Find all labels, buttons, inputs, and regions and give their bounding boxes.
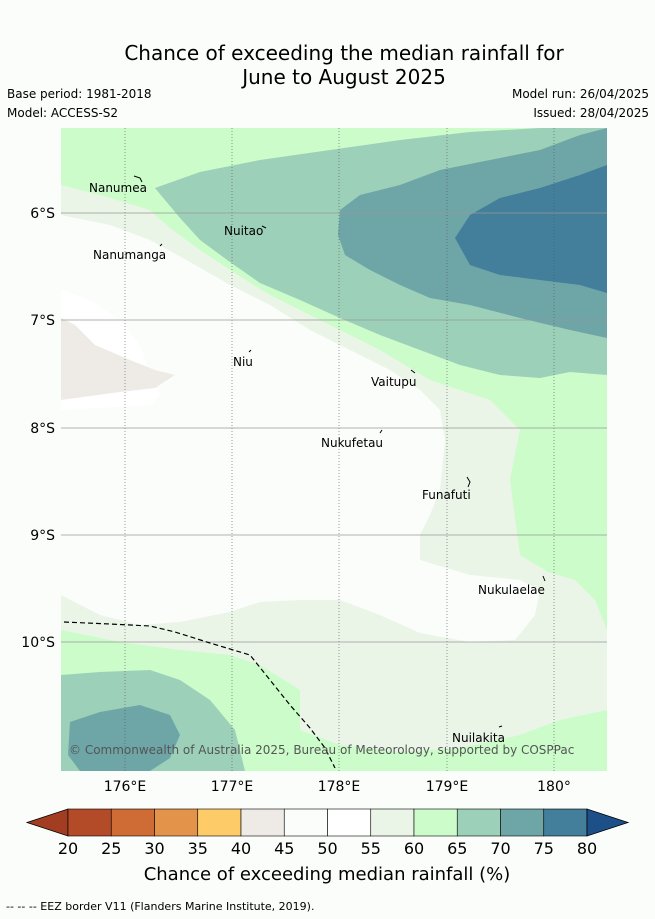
colorbar-over-arrow bbox=[586, 808, 630, 837]
place-label: Niu bbox=[233, 355, 253, 369]
place-label: Nuitao bbox=[224, 224, 263, 238]
model-text: Model: ACCESS-S2 bbox=[7, 106, 119, 120]
colorbar-title: Chance of exceeding median rainfall (%) bbox=[144, 864, 511, 885]
model-run-text: Model run: 26/04/2025 bbox=[511, 87, 649, 101]
place-label: Vaitupu bbox=[371, 375, 417, 389]
contour-40-45 bbox=[61, 318, 175, 400]
base-period-text: Base period: 1981-2018 bbox=[7, 87, 152, 101]
colorbar: 20 25 30 35 40 45 50 55 60 65 70 75 80 bbox=[25, 808, 630, 858]
latitude-tick: 6°S bbox=[30, 206, 55, 222]
place-label: Funafuti bbox=[422, 488, 471, 502]
colorbar-swatch bbox=[67, 808, 112, 837]
eez-border bbox=[63, 621, 336, 769]
longitude-tick: 177°E bbox=[211, 779, 254, 795]
place-label: Nukulaelae bbox=[478, 583, 545, 597]
colorbar-under-arrow bbox=[25, 808, 69, 837]
colorbar-swatch bbox=[500, 808, 545, 837]
colorbar-tick-label: 35 bbox=[188, 839, 208, 858]
longitude-tick: 176°E bbox=[104, 779, 147, 795]
colorbar-swatch bbox=[543, 808, 588, 837]
eez-legend: -- -- -- EEZ border V11 (Flanders Marine… bbox=[6, 900, 315, 913]
longitude-tick: 180° bbox=[537, 779, 571, 795]
colorbar-swatch bbox=[154, 808, 199, 837]
colorbar-tick-label: 60 bbox=[404, 839, 424, 858]
graticule bbox=[124, 128, 555, 771]
contour-75-80 bbox=[455, 165, 607, 293]
latitude-tick: 9°S bbox=[30, 528, 55, 544]
colorbar-swatch bbox=[110, 808, 155, 837]
colorbar-tick-label: 30 bbox=[144, 839, 164, 858]
place-label: Nanumea bbox=[89, 181, 147, 195]
longitude-tick: 178°E bbox=[318, 779, 361, 795]
colorbar-swatch bbox=[283, 808, 328, 837]
issued-text: Issued: 28/04/2025 bbox=[533, 106, 649, 120]
colorbar-tick-label: 20 bbox=[58, 839, 78, 858]
colorbar-tick-label: 45 bbox=[274, 839, 294, 858]
latitude-tick: 8°S bbox=[30, 421, 55, 437]
colorbar-swatch bbox=[197, 808, 242, 837]
colorbar-swatch bbox=[370, 808, 415, 837]
longitude-tick: 179°E bbox=[426, 779, 469, 795]
copyright-text: © Commonwealth of Australia 2025, Bureau… bbox=[69, 743, 574, 757]
colorbar-swatch bbox=[327, 808, 372, 837]
colorbar-tick-label: 40 bbox=[231, 839, 251, 858]
colorbar-swatch bbox=[413, 808, 458, 837]
map-title-line-1: Chance of exceeding the median rainfall … bbox=[124, 41, 564, 65]
map-title-line-2: June to August 2025 bbox=[242, 65, 446, 89]
latitude-lines bbox=[61, 212, 607, 643]
islands bbox=[133, 175, 546, 728]
probability-contours bbox=[61, 128, 607, 771]
colorbar-tick-label: 55 bbox=[361, 839, 381, 858]
place-label: Nukufetau bbox=[321, 436, 383, 450]
place-label: Nanumanga bbox=[93, 248, 166, 262]
contour-70-75-south bbox=[68, 705, 180, 771]
place-label: Nuilakita bbox=[452, 731, 505, 745]
colorbar-swatch bbox=[240, 808, 285, 837]
latitude-tick: 7°S bbox=[30, 313, 55, 329]
colorbar-tick-label: 50 bbox=[317, 839, 337, 858]
colorbar-tick-label: 70 bbox=[490, 839, 510, 858]
colorbar-tick-label: 75 bbox=[534, 839, 554, 858]
colorbar-tick-label: 65 bbox=[447, 839, 467, 858]
latitude-tick: 10°S bbox=[21, 635, 55, 651]
colorbar-tick-label: 25 bbox=[101, 839, 121, 858]
colorbar-swatch bbox=[456, 808, 501, 837]
colorbar-tick-label: 80 bbox=[577, 839, 597, 858]
